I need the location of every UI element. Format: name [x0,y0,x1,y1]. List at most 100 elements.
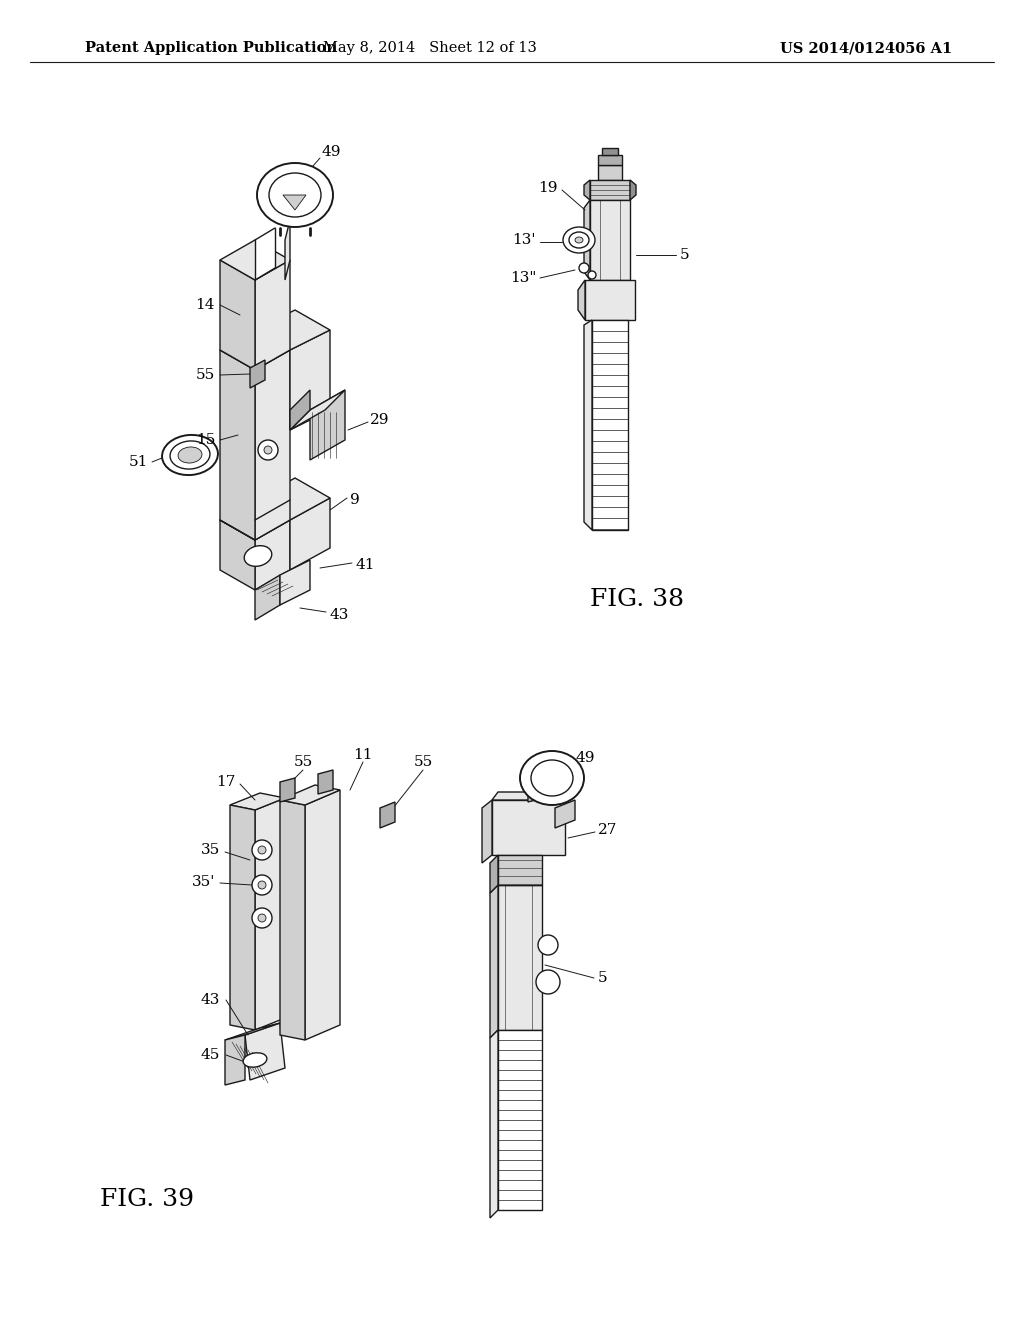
Circle shape [252,840,272,861]
Polygon shape [584,319,592,531]
Text: 29: 29 [370,413,389,426]
Text: 35: 35 [201,843,220,857]
Polygon shape [585,280,635,319]
Polygon shape [498,884,542,1030]
Circle shape [252,875,272,895]
Circle shape [258,846,266,854]
Ellipse shape [569,232,589,248]
Polygon shape [255,260,290,370]
Polygon shape [220,330,290,370]
Polygon shape [230,805,255,1030]
Text: 13": 13" [510,271,536,285]
Ellipse shape [520,751,584,805]
Text: 43: 43 [201,993,220,1007]
Polygon shape [490,855,498,894]
Polygon shape [255,350,290,540]
Text: 35': 35' [191,875,215,888]
Text: 51: 51 [129,455,148,469]
Circle shape [258,440,278,459]
Text: 41: 41 [356,558,376,572]
Polygon shape [225,1023,280,1040]
Polygon shape [584,201,590,280]
Polygon shape [280,560,310,605]
Polygon shape [578,280,585,319]
Polygon shape [305,789,340,1040]
Text: FIG. 38: FIG. 38 [590,589,684,611]
Polygon shape [590,201,630,280]
Ellipse shape [243,1053,267,1067]
Circle shape [252,908,272,928]
Polygon shape [220,350,255,540]
Polygon shape [598,165,622,180]
Text: 14: 14 [196,298,215,312]
Polygon shape [492,792,570,800]
Polygon shape [285,220,290,280]
Circle shape [536,970,560,994]
Polygon shape [380,803,395,828]
Polygon shape [555,800,575,828]
Polygon shape [230,793,285,810]
Polygon shape [220,240,290,280]
Polygon shape [290,498,330,570]
Text: 43: 43 [330,609,349,622]
Text: 55: 55 [196,368,215,381]
Polygon shape [482,800,492,863]
Polygon shape [255,520,290,590]
Polygon shape [528,777,542,803]
Text: 13': 13' [512,234,536,247]
Polygon shape [280,785,340,805]
Polygon shape [225,1035,245,1085]
Circle shape [264,446,272,454]
Polygon shape [498,855,542,884]
Text: US 2014/0124056 A1: US 2014/0124056 A1 [780,41,952,55]
Polygon shape [598,154,622,165]
Ellipse shape [575,238,583,243]
Ellipse shape [257,162,333,227]
Text: 5: 5 [598,972,607,985]
Text: 49: 49 [575,751,595,766]
Polygon shape [220,260,255,370]
Polygon shape [255,799,285,1030]
Polygon shape [283,195,306,210]
Polygon shape [318,770,333,795]
Circle shape [258,880,266,888]
Text: 5: 5 [680,248,689,261]
Polygon shape [280,777,295,803]
Polygon shape [490,1030,498,1218]
Polygon shape [498,1030,542,1210]
Polygon shape [255,478,330,520]
Text: 11: 11 [353,748,373,762]
Ellipse shape [563,227,595,253]
Text: 49: 49 [322,145,341,158]
Polygon shape [602,148,618,154]
Polygon shape [290,389,345,430]
Text: Patent Application Publication: Patent Application Publication [85,41,337,55]
Text: 27: 27 [598,822,617,837]
Text: 17: 17 [216,775,234,789]
Polygon shape [250,360,265,388]
Ellipse shape [245,545,271,566]
Text: May 8, 2014   Sheet 12 of 13: May 8, 2014 Sheet 12 of 13 [323,41,537,55]
Polygon shape [290,330,330,430]
Ellipse shape [269,173,321,216]
Polygon shape [220,520,255,590]
Polygon shape [310,389,345,459]
Polygon shape [255,576,280,620]
Text: 55: 55 [293,755,312,770]
Ellipse shape [531,760,573,796]
Polygon shape [490,884,498,1038]
Polygon shape [280,800,305,1040]
Circle shape [579,263,589,273]
Text: 45: 45 [201,1048,220,1063]
Text: 15: 15 [196,433,215,447]
Circle shape [258,913,266,921]
Polygon shape [290,389,310,430]
Polygon shape [592,319,628,531]
Ellipse shape [170,441,210,469]
Ellipse shape [178,447,202,463]
Text: 55: 55 [414,755,432,770]
Polygon shape [590,180,630,201]
Ellipse shape [162,434,218,475]
Polygon shape [630,180,636,201]
Text: 9: 9 [350,492,359,507]
